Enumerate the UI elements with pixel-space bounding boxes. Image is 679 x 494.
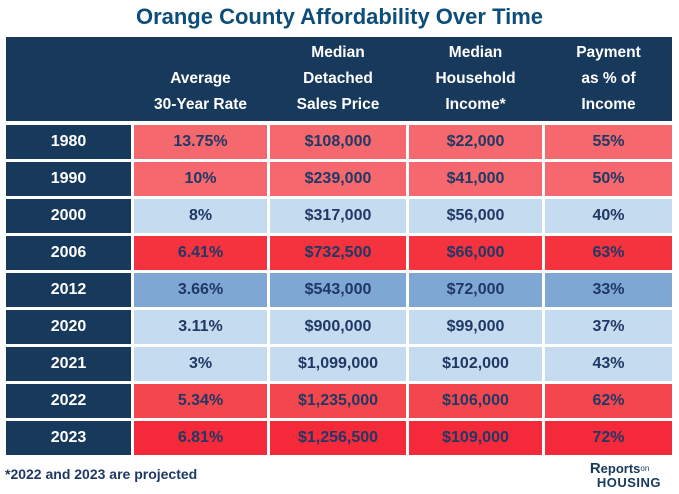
- page-title: Orange County Affordability Over Time: [135, 4, 544, 29]
- price-cell: $732,500: [270, 236, 406, 270]
- payment-cell: 43%: [545, 347, 672, 381]
- column-header-income: Median Household Income*: [435, 44, 516, 113]
- payment-cell: 62%: [545, 384, 672, 418]
- rate-cell: 8%: [134, 199, 267, 233]
- table-body: 1980 13.75% $108,000 $22,000 55% 1990 10…: [6, 125, 672, 455]
- price-cell: $1,099,000: [270, 347, 406, 381]
- rate-cell: 3.66%: [134, 273, 267, 307]
- column-header-payment: Payment as % of Income: [576, 44, 641, 113]
- year-cell: 2022: [6, 384, 131, 418]
- payment-cell: 63%: [545, 236, 672, 270]
- table-row: 1990 10% $239,000 $41,000 50%: [6, 162, 672, 196]
- payment-cell: 37%: [545, 310, 672, 344]
- table-row: 2006 6.41% $732,500 $66,000 63%: [6, 236, 672, 270]
- income-cell: $72,000: [409, 273, 542, 307]
- affordability-table: Average 30-Year Rate Median Detached Sal…: [6, 37, 672, 455]
- table-row: 2012 3.66% $543,000 $72,000 33%: [6, 273, 672, 307]
- payment-cell: 33%: [545, 273, 672, 307]
- year-cell: 2012: [6, 273, 131, 307]
- rate-cell: 10%: [134, 162, 267, 196]
- column-header-rate: Average 30-Year Rate: [153, 70, 248, 113]
- rate-cell: 6.41%: [134, 236, 267, 270]
- payment-cell: 72%: [545, 421, 672, 455]
- price-cell: $317,000: [270, 199, 406, 233]
- price-cell: $543,000: [270, 273, 406, 307]
- payment-cell: 55%: [545, 125, 672, 159]
- table-row: 2023 6.81% $1,256,500 $109,000 72%: [6, 421, 672, 455]
- rate-cell: 3%: [134, 347, 267, 381]
- year-cell: 2023: [6, 421, 131, 455]
- table-row: 2021 3% $1,099,000 $102,000 43%: [6, 347, 672, 381]
- payment-cell: 50%: [545, 162, 672, 196]
- year-cell: 2021: [6, 347, 131, 381]
- price-cell: $900,000: [270, 310, 406, 344]
- year-cell: 2000: [6, 199, 131, 233]
- income-cell: $41,000: [409, 162, 542, 196]
- footer: *2022 and 2023 are projected Reportson H…: [0, 460, 679, 494]
- table-row: 2020 3.11% $900,000 $99,000 37%: [6, 310, 672, 344]
- price-cell: $239,000: [270, 162, 406, 196]
- table-row: 1980 13.75% $108,000 $22,000 55%: [6, 125, 672, 159]
- price-cell: $108,000: [270, 125, 406, 159]
- year-cell: 2006: [6, 236, 131, 270]
- footnote: *2022 and 2023 are projected: [5, 466, 198, 482]
- column-header-price: Median Detached Sales Price: [296, 44, 380, 113]
- logo-line-1: Reportson: [589, 460, 650, 477]
- table-row: 2000 8% $317,000 $56,000 40%: [6, 199, 672, 233]
- logo-line-2: HOUSING: [596, 475, 661, 490]
- year-cell: 1980: [6, 125, 131, 159]
- income-cell: $102,000: [409, 347, 542, 381]
- income-cell: $109,000: [409, 421, 542, 455]
- rate-cell: 6.81%: [134, 421, 267, 455]
- rate-cell: 3.11%: [134, 310, 267, 344]
- income-cell: $56,000: [409, 199, 542, 233]
- year-cell: 1990: [6, 162, 131, 196]
- income-cell: $106,000: [409, 384, 542, 418]
- income-cell: $22,000: [409, 125, 542, 159]
- income-cell: $66,000: [409, 236, 542, 270]
- rate-cell: 13.75%: [134, 125, 267, 159]
- table-row: 2022 5.34% $1,235,000 $106,000 62%: [6, 384, 672, 418]
- rate-cell: 5.34%: [134, 384, 267, 418]
- payment-cell: 40%: [545, 199, 672, 233]
- price-cell: $1,256,500: [270, 421, 406, 455]
- reports-on-housing-logo: Reportson HOUSING: [590, 460, 679, 489]
- table-header-row: Average 30-Year Rate Median Detached Sal…: [6, 37, 672, 121]
- income-cell: $99,000: [409, 310, 542, 344]
- year-cell: 2020: [6, 310, 131, 344]
- column-header-year: [6, 37, 131, 121]
- price-cell: $1,235,000: [270, 384, 406, 418]
